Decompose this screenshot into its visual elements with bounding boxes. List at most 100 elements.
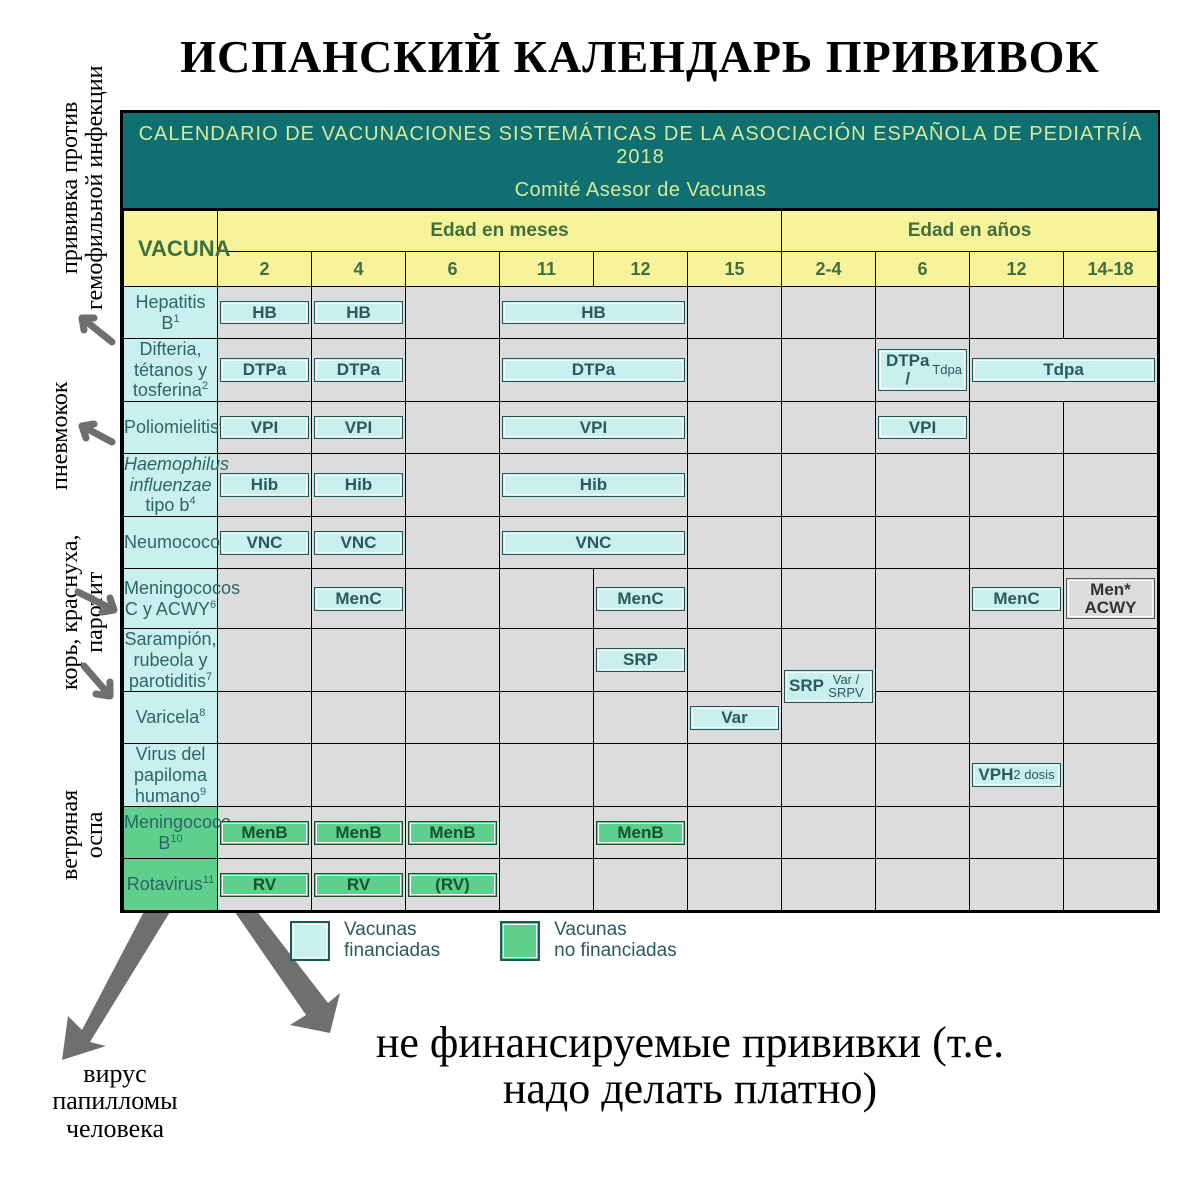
cell [970,629,1064,692]
col-age: 12 [594,252,688,287]
cell [1064,744,1158,807]
col-age: 6 [876,252,970,287]
col-age: 6 [406,252,500,287]
dose-box: VPH2 dosis [972,763,1061,787]
arrow-icon [74,662,118,704]
cell [688,744,782,807]
cell [970,517,1064,569]
ann-not-financed: не финансируемые прививки (т.е.надо дела… [240,1020,1140,1112]
row-label-hepb: Hepatitis B1 [124,287,218,339]
row-label-hib: Haemophilus influenzae tipo b4 [124,454,218,517]
cell: VPH2 dosis [970,744,1064,807]
cell [500,859,594,911]
dose-box: Hib [220,473,309,497]
arrow-icon [72,586,120,620]
cell [876,629,970,692]
dose-box: VNC [314,531,403,555]
cell [688,517,782,569]
cell [1064,517,1158,569]
cell [1064,692,1158,744]
cell: Hib [312,454,406,517]
dose-box: VPI [878,416,967,440]
cell: RV [312,859,406,911]
row-label-neumo: Neumococo5 [124,517,218,569]
cell: MenB [594,807,688,859]
cell [876,517,970,569]
cell [312,692,406,744]
cell: VPI [218,402,312,454]
cell: SRP [594,629,688,692]
row-label-menb: Meningococo B10 [124,807,218,859]
cell: MenB [312,807,406,859]
dose-box: HB [314,301,403,325]
cell [688,454,782,517]
dose-box: MenC [596,587,685,611]
cell: (RV) [406,859,500,911]
cell [406,629,500,692]
cell: VNC [312,517,406,569]
cell [500,629,594,692]
cell: Men*ACWY [1064,569,1158,629]
cell [1064,287,1158,339]
cell: Hib [500,454,688,517]
cell [312,629,406,692]
cell [406,339,500,402]
cell: DTPa [312,339,406,402]
dose-box: Hib [502,473,685,497]
cell: MenC [970,569,1064,629]
cell: Var [688,692,782,744]
dose-box: MenB [220,821,309,845]
row-label-dtp: Difteria, tétanos y tosferina2 [124,339,218,402]
dose-box: VNC [502,531,685,555]
cell [876,287,970,339]
col-age: 15 [688,252,782,287]
cell [594,692,688,744]
swatch-green [500,921,540,961]
ann-hib: прививка противгемофильной инфекции [58,66,108,310]
dose-box: MenB [596,821,685,845]
dose-box: Tdpa [972,358,1155,382]
col-age: 2-4 [782,252,876,287]
cell [782,807,876,859]
cell [218,629,312,692]
cell [782,569,876,629]
dose-box: HB [502,301,685,325]
cell: VNC [500,517,688,569]
cell [782,287,876,339]
row-label-polio: Poliomielitis3 [124,402,218,454]
cell [688,569,782,629]
row-label-menc: Meningococos C y ACWY6 [124,569,218,629]
cell: Hib [218,454,312,517]
dose-box: MenB [314,821,403,845]
cell [688,339,782,402]
row-label-rota: Rotavirus11 [124,859,218,911]
cell [1064,807,1158,859]
cell [1064,454,1158,517]
dose-box: VPI [220,416,309,440]
cell [876,692,970,744]
cell [406,744,500,807]
cell [876,807,970,859]
col-months: Edad en meses [218,211,782,252]
col-age: 12 [970,252,1064,287]
cell [218,692,312,744]
cell [594,744,688,807]
cell [688,859,782,911]
col-years: Edad en años [782,211,1158,252]
dose-box: SRP [596,648,685,672]
cell [594,859,688,911]
cell: VPI [500,402,688,454]
row-label-vph: Virus del papiloma humano9 [124,744,218,807]
legend-financed: Vacunasfinanciadas [290,920,440,962]
vaccination-chart: CALENDARIO DE VACUNACIONES SISTEMÁTICAS … [120,110,1160,913]
cell [500,744,594,807]
arrow-big-icon [40,890,180,1060]
legend: Vacunasfinanciadas Vacunasno financiadas [290,920,677,962]
cell [1064,859,1158,911]
arrow-icon [72,420,120,452]
cell [970,859,1064,911]
ann-hpv: вируспапилломычеловека [20,1060,210,1142]
cell [876,859,970,911]
cell [406,692,500,744]
cell: MenB [218,807,312,859]
